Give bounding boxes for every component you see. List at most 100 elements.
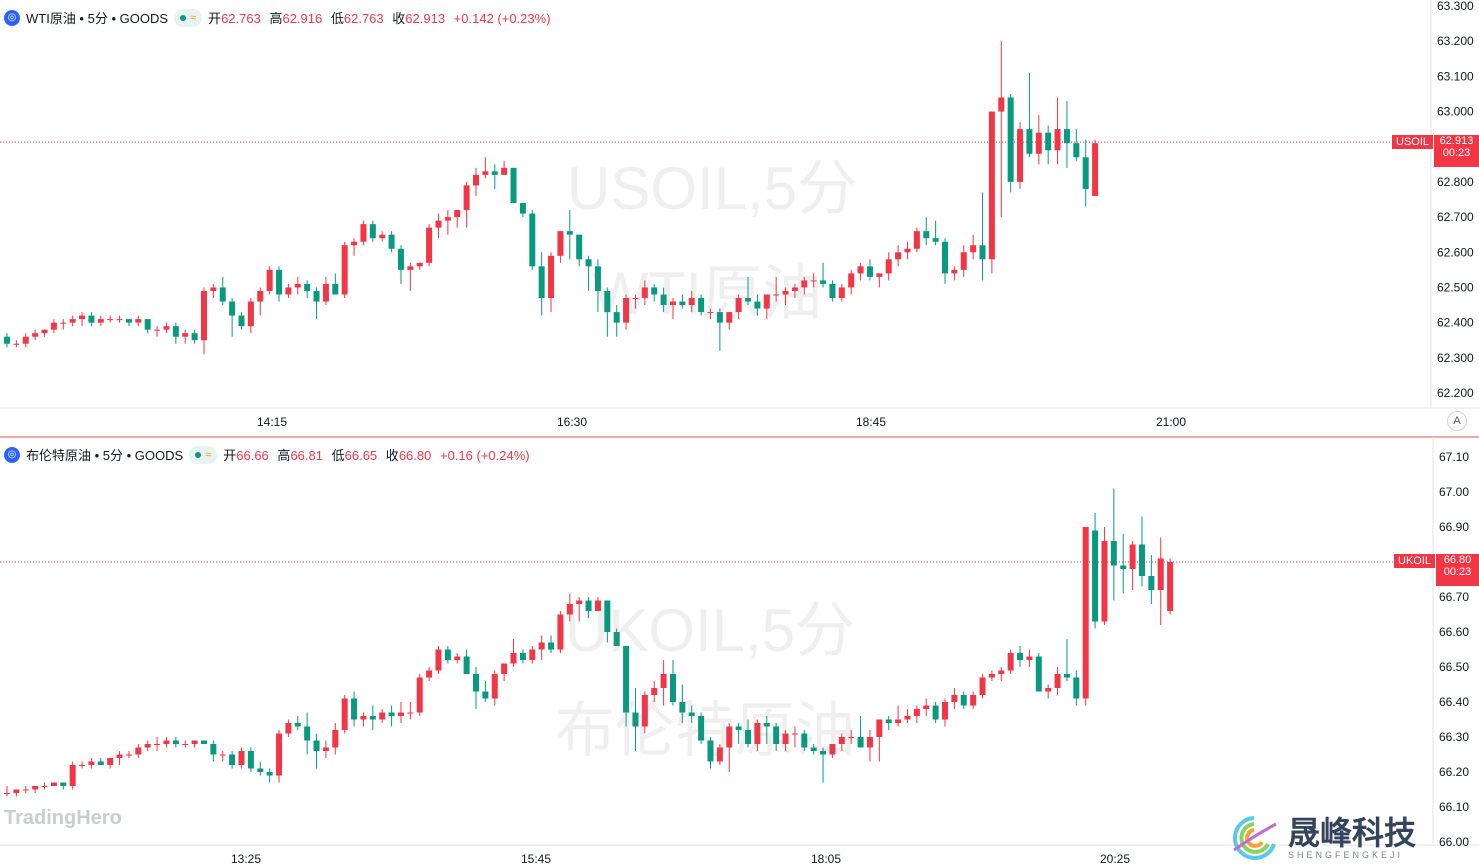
brent-candle-body	[1007, 653, 1014, 671]
wti-y-tick-label: 62.700	[1437, 210, 1474, 224]
market-status-pill[interactable]: ≈	[174, 8, 203, 27]
brent-symbol-title[interactable]: 布伦特原油 • 5分 • GOODS	[26, 448, 184, 463]
wti-candle-body	[1045, 132, 1052, 151]
wti-y-tick-label: 62.400	[1437, 316, 1474, 330]
wti-candle-body	[257, 290, 264, 302]
shengfeng-logo-icon	[1232, 816, 1277, 860]
brent-candlestick-chart[interactable]: 66.00 66.10 66.20 66.30 66.40 66.50 66.60 66.70…	[0, 437, 1479, 868]
brent-candle-body	[510, 653, 517, 664]
brent-x-tick-label: 18:05	[811, 852, 841, 866]
wti-candle-body	[463, 185, 470, 211]
wti-candle-body	[623, 298, 630, 323]
brent-candle-body	[1110, 541, 1117, 566]
pane-separator[interactable]	[0, 436, 1479, 438]
brent-candle-body	[191, 740, 198, 744]
brent-candle-body	[135, 747, 142, 755]
brent-candle-body	[594, 600, 601, 611]
wti-candle-body	[294, 283, 301, 288]
brent-candle-body	[144, 744, 151, 748]
wti-candle-body	[529, 213, 536, 267]
wti-candle-body	[735, 298, 742, 313]
wti-candle-body	[191, 333, 198, 341]
brent-candle-body	[641, 695, 648, 727]
wti-candle-body	[144, 319, 151, 330]
brent-candle-body	[1092, 530, 1099, 622]
brent-candle-body	[69, 765, 76, 786]
brent-candle-body	[182, 744, 189, 745]
wti-y-tick-label: 62.600	[1437, 245, 1474, 259]
wti-candle-body	[416, 262, 423, 267]
wti-candle-body	[866, 266, 873, 277]
wti-candle-body	[932, 238, 939, 242]
brent-candle-body	[548, 642, 555, 650]
brent-last-price: 66.80	[1443, 554, 1472, 566]
brent-candle-body	[1017, 653, 1024, 660]
wti-bar-countdown: 00:23	[1442, 147, 1471, 159]
wti-last-price-tag: 62.913 00:23	[1434, 135, 1479, 167]
wti-candle-body	[641, 287, 648, 299]
brent-candle-body	[50, 782, 57, 786]
brent-y-tick-label: 66.90	[1439, 520, 1469, 534]
wti-candle-body	[519, 203, 526, 214]
brent-candle-body	[1045, 688, 1052, 692]
wti-y-tick-label: 63.000	[1437, 105, 1474, 119]
wti-candle-body	[247, 301, 254, 327]
brent-candle-body	[107, 758, 114, 765]
brent-y-tick-label: 66.60	[1439, 625, 1469, 639]
wti-candle-body	[210, 287, 217, 291]
brent-candle-body	[407, 712, 414, 714]
market-status-pill[interactable]: ≈	[189, 445, 218, 464]
brent-watermark-line1: UKOIL,5分	[565, 597, 856, 664]
wti-candle-body	[50, 322, 57, 330]
wti-candle-body	[32, 333, 39, 337]
wti-candle-body	[125, 319, 132, 323]
wti-candle-body	[304, 283, 311, 291]
brent-candle-body	[669, 674, 676, 702]
brent-candle-body	[1026, 656, 1033, 660]
brent-x-tick-label: 20:25	[1100, 852, 1130, 866]
wti-last-price: 62.913	[1439, 135, 1474, 147]
auto-scale-button[interactable]: A	[1447, 411, 1467, 431]
brent-candle-body	[97, 761, 104, 765]
wti-candle-body	[482, 171, 489, 175]
brent-candle-body	[876, 719, 883, 737]
brent-candle-body	[716, 747, 723, 762]
brent-candle-body	[801, 733, 808, 748]
brent-candle-body	[688, 712, 695, 716]
wti-y-tick-label: 63.100	[1437, 69, 1474, 83]
brent-candle-body	[623, 646, 630, 713]
wti-candle-body	[341, 245, 348, 295]
wti-symbol-title[interactable]: WTI原油 • 5分 • GOODS	[26, 11, 168, 26]
wti-chart-pane[interactable]: 62.200 62.300 62.400 62.500 62.600 62.700 62.8…	[0, 0, 1479, 436]
brent-chart-pane[interactable]: 66.00 66.10 66.20 66.30 66.40 66.50 66.60 66.70…	[0, 437, 1479, 868]
wti-candlestick-chart[interactable]: 62.200 62.300 62.400 62.500 62.600 62.700 62.8…	[0, 0, 1479, 436]
wti-candle-body	[172, 326, 179, 337]
wti-candle-body	[285, 287, 292, 295]
wti-candle-body	[998, 97, 1005, 112]
brent-candle-body	[885, 719, 892, 723]
wti-candle-body	[904, 248, 911, 253]
brent-candle-body	[463, 656, 470, 674]
brent-candle-body	[360, 716, 367, 720]
wti-candle-body	[876, 273, 883, 277]
brent-candle-body	[810, 747, 817, 751]
wti-candle-body	[1063, 129, 1070, 144]
brent-candle-body	[866, 737, 873, 748]
brent-y-tick-label: 66.10	[1439, 800, 1469, 814]
wti-candle-body	[885, 259, 892, 274]
brent-candle-body	[41, 786, 48, 787]
wti-candle-body	[69, 319, 76, 323]
brent-candle-body	[332, 730, 339, 748]
wti-candle-body	[660, 294, 667, 306]
brent-candle-body	[322, 747, 329, 751]
wti-candle-body	[585, 259, 592, 267]
brent-candle-body	[979, 677, 986, 695]
brent-candle-body	[238, 751, 245, 765]
wti-candle-body	[426, 227, 433, 263]
brent-candle-body	[444, 649, 451, 660]
wti-candle-body	[379, 234, 386, 239]
brent-candle-body	[679, 702, 686, 713]
wti-x-tick-label: 16:30	[557, 415, 587, 429]
wti-candle-body	[454, 210, 461, 218]
wti-candle-body	[22, 336, 29, 344]
